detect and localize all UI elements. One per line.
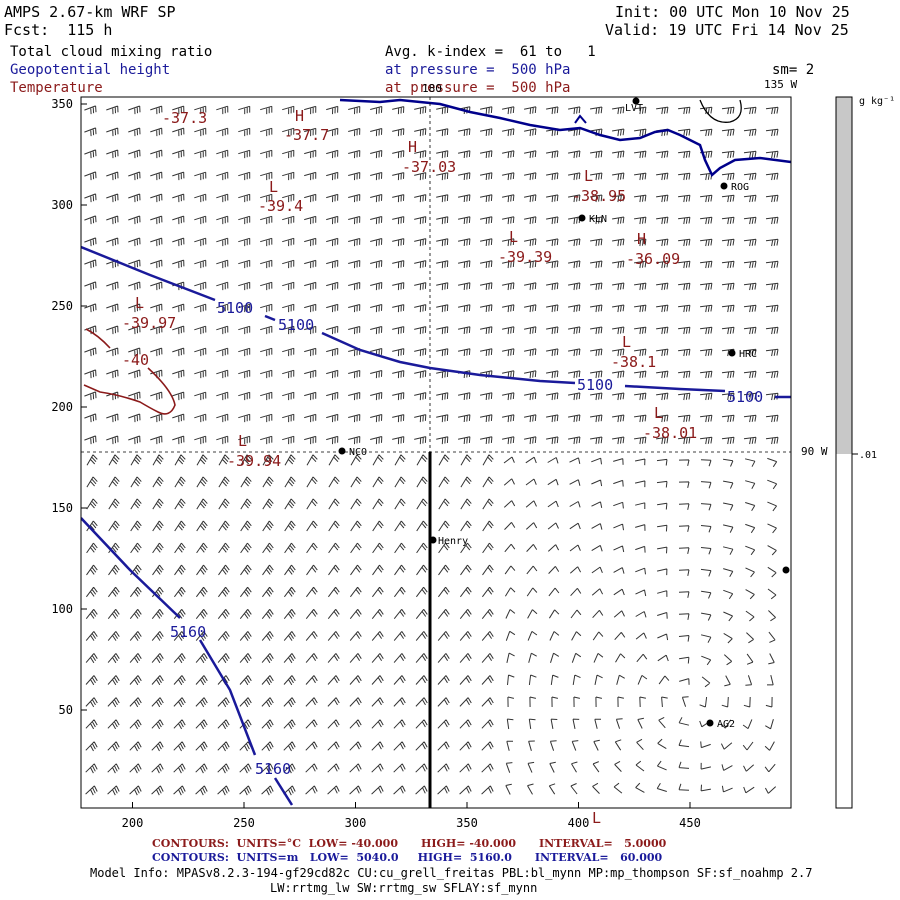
low-center-1-value: -37.3	[162, 109, 207, 127]
model-info: Model Info: MPASv8.2.3-194-gf29cd82c CU:…	[90, 866, 813, 880]
low-center-5-value: -39.97	[122, 314, 176, 332]
low-center-9-letter: L	[592, 809, 601, 827]
station-hrc-label: HRC	[739, 349, 757, 360]
map-axes: 200 250 300 350 400 450 350 300 250 200 150 100 50	[51, 97, 701, 830]
colorbar-empty-segment	[836, 454, 852, 808]
lon-label-top: 180	[422, 82, 442, 95]
station-lvt-label: LVT	[625, 103, 643, 114]
low-center-7-value: -38.01	[643, 424, 697, 442]
height-contour-5100a	[81, 245, 216, 302]
height-contour-5100b	[321, 331, 576, 385]
model-title: AMPS 2.67-km WRF SP	[4, 3, 176, 21]
low-center-4-letter: L	[509, 228, 518, 246]
y-tick-label: 200	[51, 400, 73, 414]
station-unnamed-dot	[782, 566, 790, 574]
high-center-3-letter: H	[637, 230, 646, 248]
y-tick-label: 300	[51, 198, 73, 212]
geo-contour-info: CONTOURS: UNITS=m LOW= 5040.0 HIGH= 5160…	[152, 851, 663, 864]
x-tick-label: 300	[345, 816, 367, 830]
field-cloud-label: Total cloud mixing ratio	[10, 44, 213, 60]
station-rog-dot	[720, 182, 728, 190]
pressure-temp-label: at pressure = 500 hPa	[385, 80, 571, 96]
low-center-6-letter: L	[622, 333, 631, 351]
coastline	[339, 98, 791, 178]
station-hrc-dot	[728, 349, 736, 357]
station-ag2-label: AG2	[717, 719, 735, 730]
plot-frame	[80, 96, 792, 809]
low-center-8-value: -39.94	[227, 452, 281, 470]
low-center-2-letter: L	[269, 178, 278, 196]
high-center-1-letter: H	[295, 107, 304, 125]
x-tick-label: 200	[122, 816, 144, 830]
low-center-2-value: -39.4	[258, 197, 303, 215]
colorbar-frame	[835, 96, 853, 809]
colorbar-tick-label: .01	[859, 450, 877, 461]
height-contour-5160	[81, 517, 181, 619]
low-center-3-letter: L	[584, 167, 593, 185]
plot-area	[81, 97, 791, 808]
low-center-7-letter: L	[654, 404, 663, 422]
station-ag2-dot	[706, 719, 714, 727]
low-center-8-letter: L	[238, 432, 247, 450]
station-kln-label: KLN	[589, 214, 607, 225]
colorbar-filled-segment	[836, 97, 852, 454]
pressure-geo-label: at pressure = 500 hPa	[385, 62, 571, 78]
station-kln-dot	[578, 214, 586, 222]
colorbar-unit: g kg⁻¹	[859, 96, 895, 107]
y-tick-label: 50	[59, 703, 73, 717]
station-lvt-dot	[632, 97, 640, 105]
valid-time: Valid: 19 UTC Fri 14 Nov 25	[605, 21, 849, 39]
field-temp-label: Temperature	[10, 80, 103, 96]
height-label-2: 5100	[278, 316, 314, 334]
y-tick-label: 150	[51, 501, 73, 515]
height-label-3: 5100	[577, 376, 613, 394]
y-tick-label: 350	[51, 97, 73, 111]
y-tick-label: 250	[51, 299, 73, 313]
x-tick-label: 400	[568, 816, 590, 830]
y-tick-label: 100	[51, 602, 73, 616]
low-center-5-letter: L	[135, 294, 144, 312]
low-center-4-value: -39.39	[498, 248, 552, 266]
low-center-3-value: -38.95	[572, 187, 626, 205]
k-index-label: Avg. k-index = 61 to 1	[385, 44, 596, 60]
height-label-6: 5160	[255, 760, 291, 778]
station-rog-label: ROG	[731, 182, 749, 193]
height-label-4: 5100	[727, 388, 763, 406]
low-center-6-value: -38.1	[611, 353, 656, 371]
wind-barb-field	[84, 105, 779, 796]
height-label-1: 5100	[217, 299, 253, 317]
lon-label-90w: 90 W	[801, 445, 828, 458]
model-info-2: LW:rrtmg_lw SW:rrtmg_sw SFLAY:sf_mynn	[270, 881, 538, 895]
coast-island	[699, 99, 742, 123]
forecast-hour: Fcst: 115 h	[4, 21, 113, 39]
lon-label-135w: 135 W	[764, 78, 797, 91]
station-nco-label: NCO	[349, 447, 367, 458]
field-geo-label: Geopotential height	[10, 62, 171, 78]
temp-contour-40a	[85, 328, 111, 349]
wind-barbs	[84, 105, 779, 796]
high-center-2-letter: H	[408, 138, 417, 156]
x-tick-label: 450	[679, 816, 701, 830]
x-tick-label: 250	[233, 816, 255, 830]
temp-contour-info: CONTOURS: UNITS=°C LOW= -40.000 HIGH= -4…	[152, 837, 667, 850]
smoothing-label: sm= 2	[772, 62, 815, 78]
init-time: Init: 00 UTC Mon 10 Nov 25	[615, 3, 850, 21]
high-center-1-value: -37.7	[284, 126, 329, 144]
temp-contour-40b	[83, 367, 176, 415]
station-henry-label: Henry	[438, 536, 468, 547]
station-henry-dot	[429, 536, 437, 544]
x-tick-label: 350	[456, 816, 478, 830]
station-nco-dot	[338, 447, 346, 455]
high-center-3-value: -36.09	[626, 250, 680, 268]
height-label-5: 5160	[170, 623, 206, 641]
high-center-2-value: -37.03	[402, 158, 456, 176]
temp-contour-label: -40	[122, 351, 149, 369]
